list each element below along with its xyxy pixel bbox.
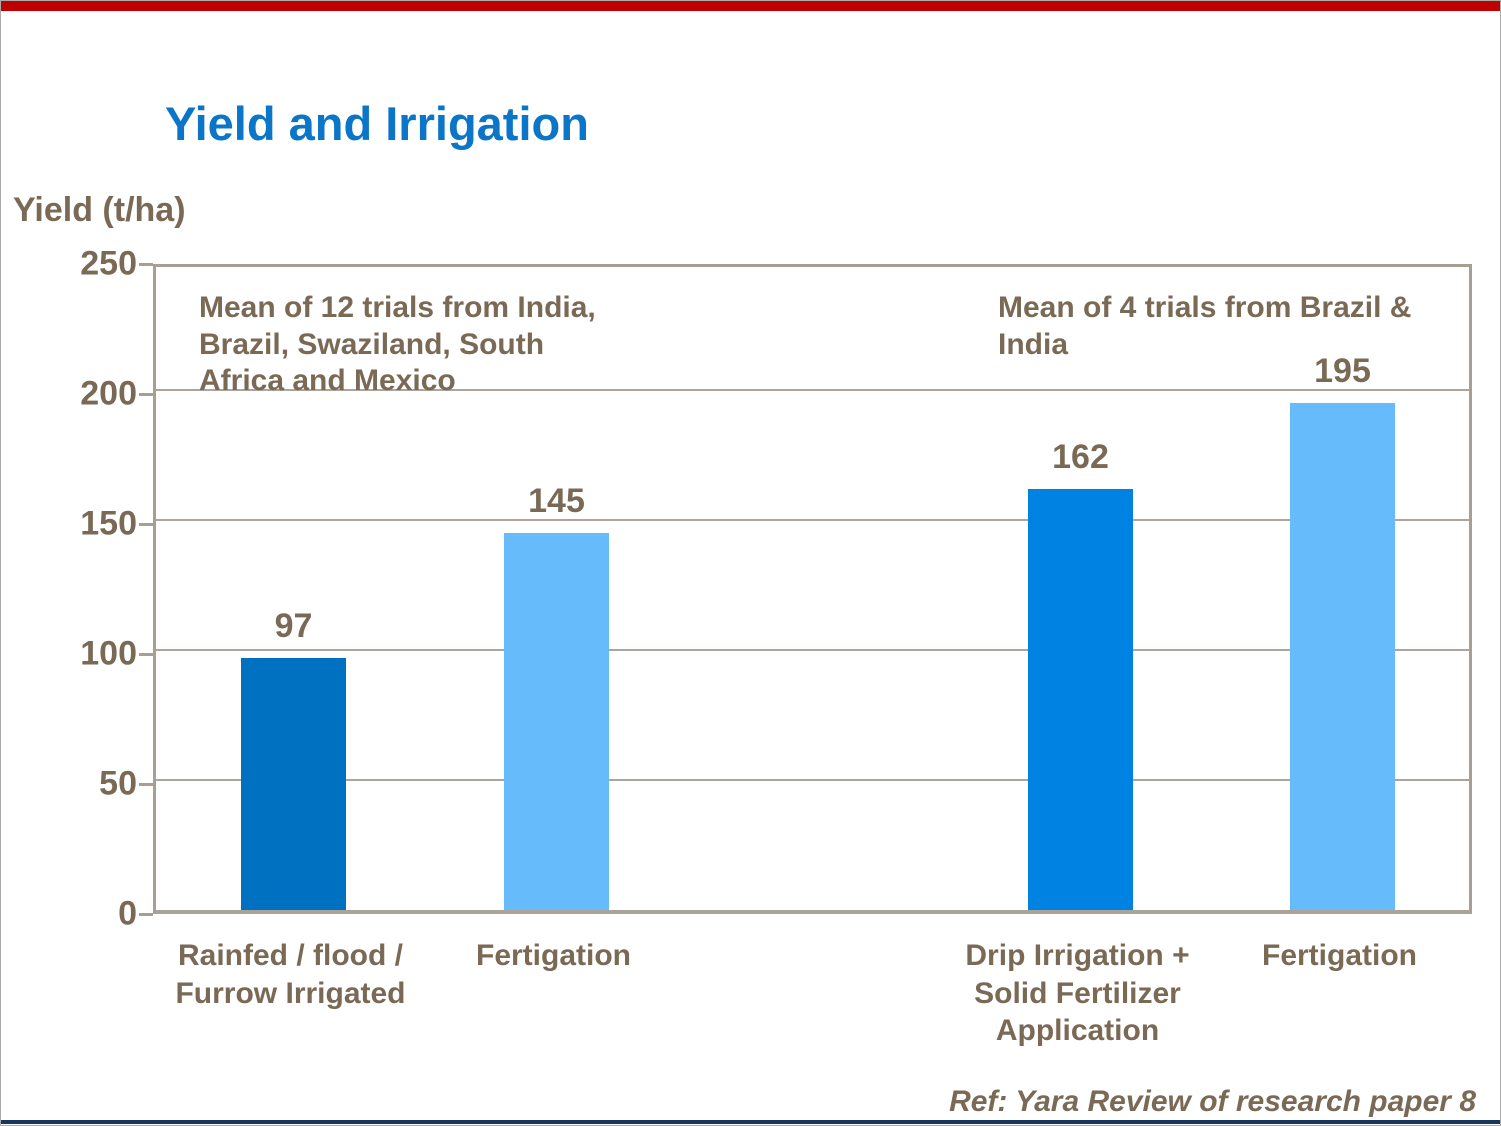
gridline [156, 649, 1469, 651]
bar-value-label: 162 [1052, 437, 1109, 476]
gridline [156, 389, 1469, 391]
y-tick-label: 150 [80, 504, 137, 543]
bar-value-label: 145 [528, 482, 585, 520]
y-tick-label: 100 [80, 634, 137, 673]
bottom-accent-bar [1, 1120, 1500, 1124]
reference-note: Ref: Yara Review of research paper 8 [949, 1085, 1476, 1118]
gridline [156, 779, 1469, 781]
y-tick-label: 250 [80, 244, 137, 283]
y-tick-label: 200 [80, 374, 137, 413]
x-category-label: Drip Irrigation + Solid Fertilizer Appli… [965, 939, 1190, 1047]
top-accent-bar [1, 1, 1500, 11]
x-category-label: Fertigation [476, 939, 631, 972]
annotation-left-trials: Mean of 12 trials from India, Brazil, Sw… [199, 291, 596, 398]
gridline [156, 519, 1469, 521]
x-category-label: Fertigation [1262, 939, 1417, 972]
bar-2 [504, 533, 609, 910]
annotation-right-trials: Mean of 4 trials from Brazil & India [998, 291, 1412, 361]
bar-4 [1290, 403, 1395, 910]
x-category-label: Rainfed / flood / Furrow Irrigated [175, 939, 406, 1010]
y-tick-label: 50 [99, 764, 137, 803]
bar-1 [241, 657, 346, 910]
plot-area: 97 145 162 195 [153, 264, 1472, 914]
bar-value-label: 97 [274, 606, 313, 645]
bar-value-label: 195 [1314, 352, 1371, 390]
y-axis-title: Yield (t/ha) [13, 191, 186, 229]
y-tick-mark [139, 393, 153, 396]
bar-3 [1028, 488, 1133, 910]
y-tick-mark [139, 523, 153, 526]
y-tick-label: 0 [118, 894, 137, 933]
y-tick-mark [139, 653, 153, 656]
page-title: Yield and Irrigation [165, 97, 589, 151]
y-tick-mark [139, 913, 153, 916]
y-tick-mark [139, 263, 153, 266]
y-tick-mark [139, 783, 153, 786]
